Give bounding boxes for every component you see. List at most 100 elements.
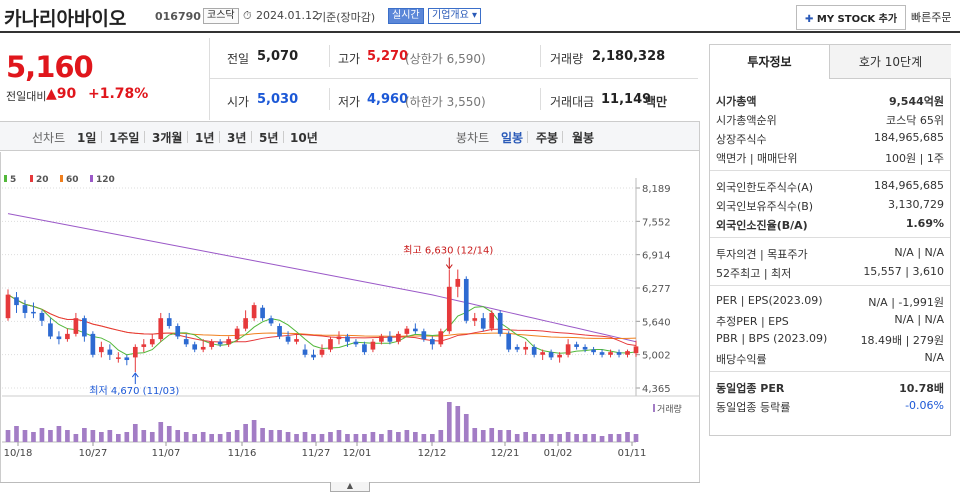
volume-bar (141, 430, 147, 442)
invest-label: 외국인한도주식수(A) (716, 181, 814, 194)
candle-body (251, 305, 257, 319)
divider (710, 170, 950, 171)
candle-body (336, 336, 342, 340)
invest-label: PER | EPS(2023.09) (716, 294, 823, 307)
candle-monthly[interactable]: 월봉 (572, 131, 595, 145)
candle-body (582, 346, 588, 350)
period-1d[interactable]: 1일 (77, 131, 97, 145)
period-3m[interactable]: 3개월 (152, 131, 183, 145)
candle-body (574, 344, 579, 347)
candle-daily[interactable]: 일봉 (501, 131, 524, 145)
legend-swatch (90, 175, 93, 182)
volume-bar (625, 432, 630, 442)
candle-body (531, 346, 537, 355)
change-amount: 90 (56, 86, 77, 102)
open-value: 5,030 (257, 92, 299, 107)
volume-bar (362, 434, 367, 442)
volume-bar (268, 430, 274, 442)
volume-bar (65, 430, 70, 442)
price-chart[interactable]: 5 20 60 120 8,189 7,552 6,914 6,277 5,640 5,002 4,… (0, 152, 700, 464)
plus-icon: ✚ (805, 14, 814, 25)
invest-row: 외국인보유주식수(B) 3,130,729 (716, 198, 944, 214)
separator (219, 131, 220, 143)
candle-body (166, 318, 172, 327)
volume-bar (311, 434, 316, 442)
caret-down-icon: ▾ (472, 10, 478, 21)
high-annotation: 최고 6,630 (12/14) (403, 245, 493, 257)
separator (527, 131, 528, 143)
stock-header: 카나리아바이오 016790 코스닥 ⏱ 2024.01.12 기준(장마감) … (0, 0, 960, 32)
volume-bar (302, 432, 308, 442)
candle-body (149, 339, 155, 345)
x-tick-label: 11/16 (228, 448, 257, 459)
candle-body (370, 341, 376, 350)
period-1y[interactable]: 1년 (195, 131, 215, 145)
moving-average-line (7, 213, 637, 343)
invest-value: 100원 | 1주 (885, 152, 944, 165)
amount-value: 11,149 (601, 92, 652, 107)
up-triangle-icon: ▲ (46, 86, 57, 102)
separator (283, 131, 284, 143)
chart-border (0, 152, 1, 482)
volume-bar (285, 432, 291, 442)
volume-bar (183, 432, 189, 442)
x-tick-label: 01/02 (544, 448, 573, 459)
candle-weekly[interactable]: 주봉 (536, 131, 559, 145)
tab-invest[interactable]: 투자정보 (710, 45, 830, 79)
volume-bar (472, 428, 478, 442)
volume-bar (455, 406, 461, 442)
candle-body (616, 352, 622, 355)
volume-bar (124, 432, 130, 442)
invest-value: 코스닥 65위 (886, 114, 944, 127)
x-tick-label: 01/11 (618, 448, 647, 459)
volume-bar (413, 432, 418, 442)
candle-body (226, 339, 231, 345)
mystock-add-button[interactable]: ✚ MY STOCK 추가 (796, 5, 907, 30)
candle-body (209, 341, 215, 347)
quick-order-link[interactable]: 빠른주문 (911, 11, 952, 24)
volume-bar (90, 430, 96, 442)
invest-value: 9,544억원 (888, 95, 944, 108)
legend-label: 20 (36, 175, 49, 185)
candle-body (99, 346, 104, 353)
candle-body (506, 333, 512, 350)
volume-bar (175, 430, 181, 442)
clock-icon: ⏱ (243, 9, 252, 22)
period-3y[interactable]: 3년 (227, 131, 247, 145)
period-5y[interactable]: 5년 (259, 131, 279, 145)
period-1w[interactable]: 1주일 (109, 131, 140, 145)
separator (562, 131, 563, 143)
volume-bar (429, 434, 435, 442)
chart-border (699, 121, 700, 482)
invest-value: -0.06% (905, 399, 944, 412)
volume-bar (73, 434, 79, 442)
period-10y[interactable]: 10년 (290, 131, 318, 145)
invest-row: 배당수익률 N/A (716, 351, 944, 367)
candle-body (540, 352, 545, 355)
volume-bar (404, 430, 410, 442)
invest-row: 액면가 | 매매단위 100원 | 1주 (716, 150, 944, 166)
prev-close-label: 전일 (227, 52, 250, 66)
company-info-button[interactable]: 기업개요 ▾ (428, 8, 482, 24)
volume-bar (319, 434, 325, 442)
collapse-toggle[interactable]: ▲ (330, 482, 370, 492)
candle-body (5, 294, 11, 319)
change-row: ▲90 (46, 86, 76, 102)
tab-quote[interactable]: 호가 10단계 (830, 45, 951, 79)
candle-body (489, 312, 495, 329)
volume-bar (387, 430, 393, 442)
volume-bar (396, 432, 401, 442)
quote-basis: 기준(장마감) (316, 11, 376, 24)
low-annotation: 최저 4,670 (11/03) (89, 385, 179, 397)
volume-bar (48, 430, 53, 442)
volume-bar (463, 414, 469, 442)
volume-bar (523, 432, 529, 442)
invest-row: 52주최고 | 최저 15,557 | 3,610 (716, 265, 944, 281)
candle-body (302, 349, 308, 355)
candle-body (565, 344, 571, 355)
y-tick-label: 5,640 (642, 317, 671, 328)
separator (101, 131, 102, 143)
realtime-button[interactable]: 실시간 (388, 8, 424, 24)
candle-body (82, 318, 87, 337)
candle-body (107, 349, 113, 355)
